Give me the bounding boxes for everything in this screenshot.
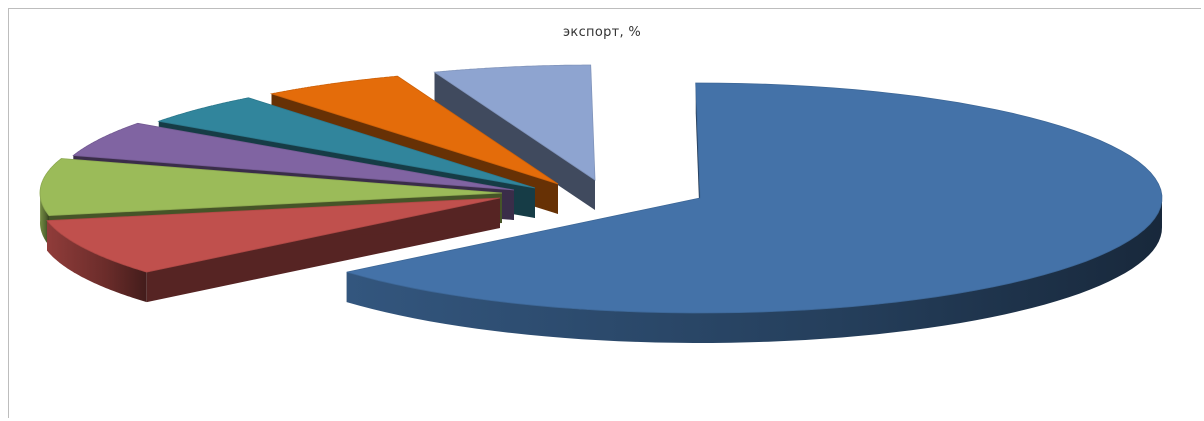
pie-slice-1 <box>346 82 1163 343</box>
slice-top <box>433 64 596 181</box>
pie-slice-7 <box>433 64 596 210</box>
slice-outer-wall <box>47 220 147 303</box>
slice-top <box>157 97 536 189</box>
pie-slice-2 <box>46 197 501 303</box>
slice-top <box>269 75 559 185</box>
slice-top <box>46 197 501 273</box>
slice-top <box>346 82 1163 314</box>
chart-title: экспорт, % <box>562 25 642 40</box>
slice-top <box>39 158 503 217</box>
slice-top <box>72 122 515 191</box>
slice-side-wall <box>434 72 595 210</box>
slice-outer-wall <box>346 197 1162 343</box>
